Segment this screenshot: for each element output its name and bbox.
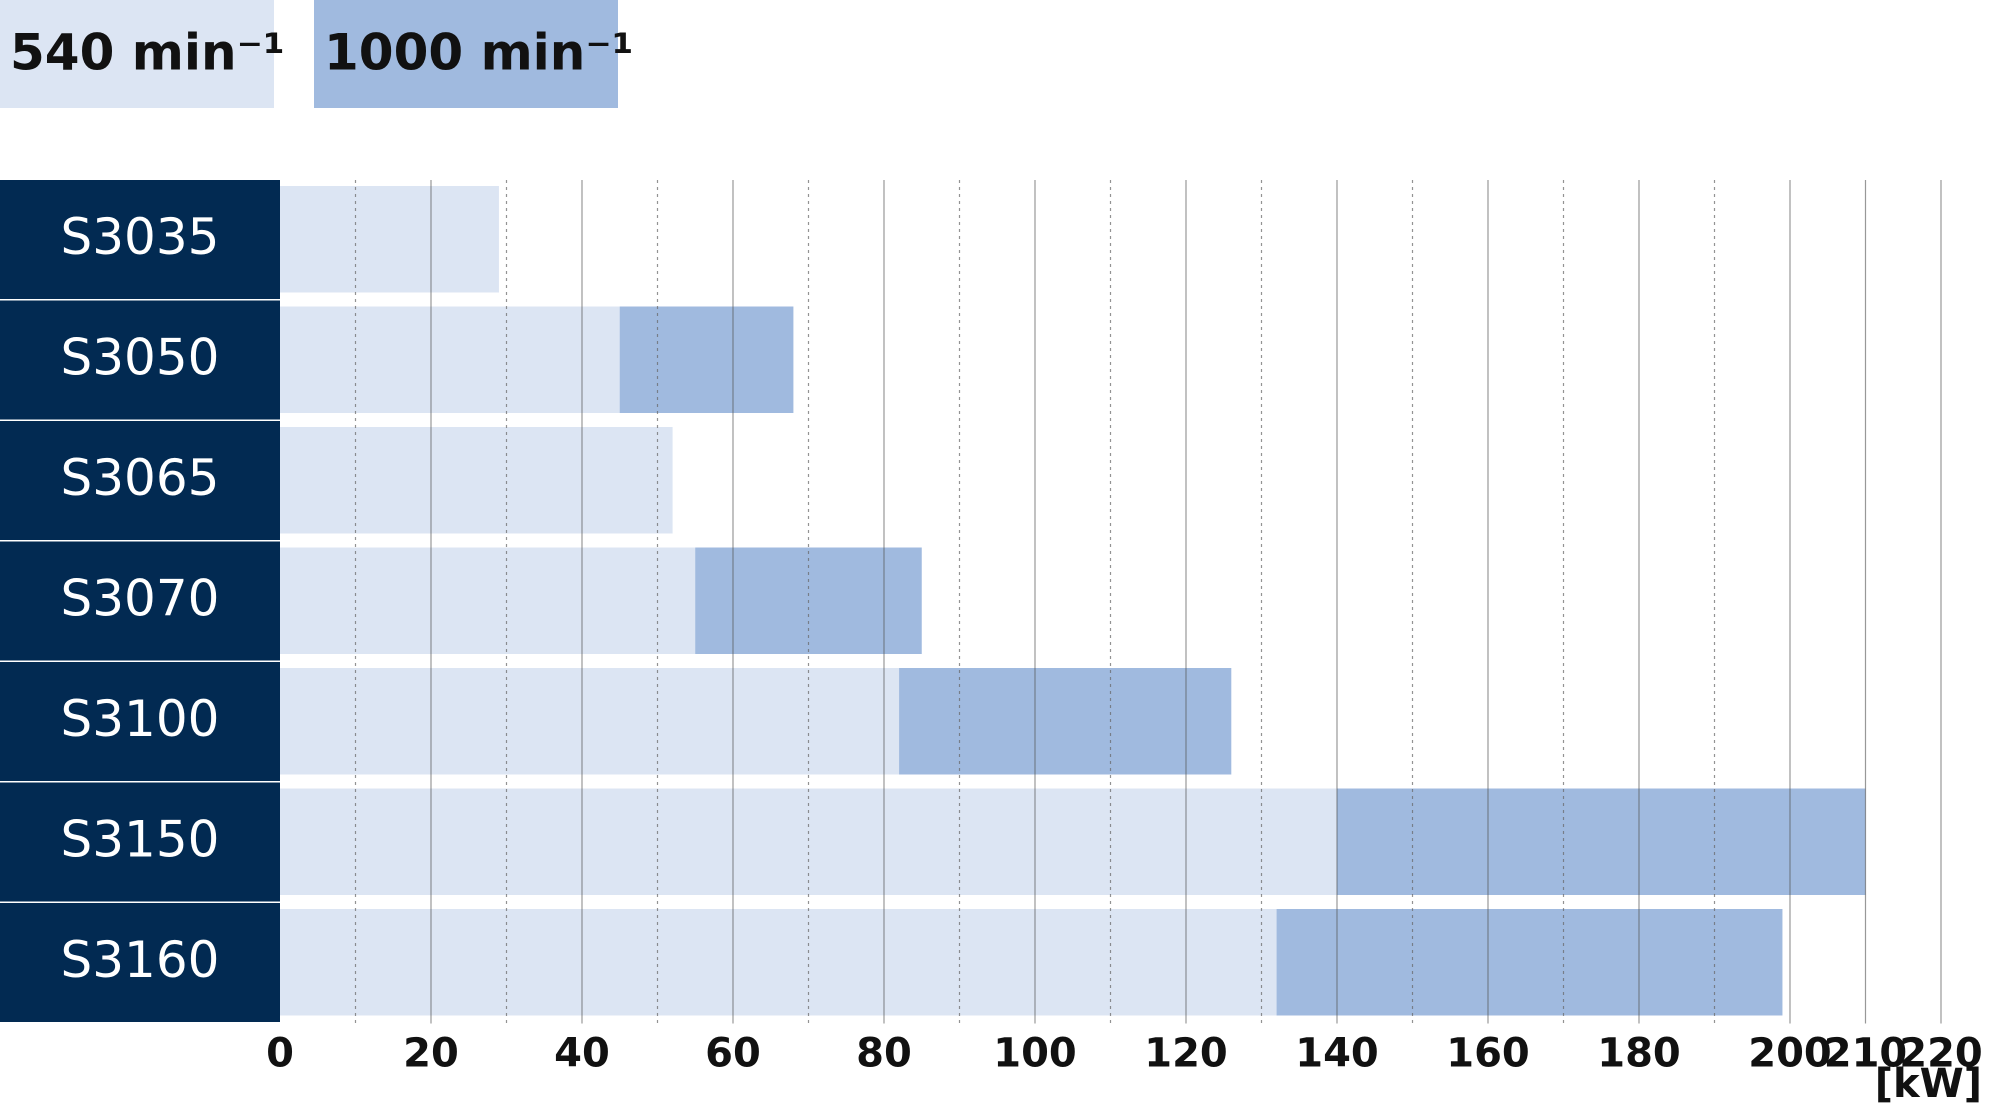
x-tick-label: 200: [1748, 1031, 1832, 1077]
bar: [280, 547, 696, 654]
bar: [280, 668, 900, 775]
x-tick-label: 40: [554, 1031, 610, 1077]
category-cell: [0, 903, 280, 1022]
x-tick-label: 20: [403, 1031, 459, 1077]
y-tick-label: S3050: [61, 328, 220, 386]
y-tick-label: S3035: [61, 208, 220, 266]
y-tick-label: S3065: [61, 449, 220, 507]
legend-label: 540 min⁻¹: [10, 24, 285, 82]
x-tick-label: 210: [1824, 1031, 1908, 1077]
x-tick-label: 220: [1899, 1031, 1983, 1077]
bar: [280, 427, 673, 534]
bar: [280, 186, 499, 293]
y-tick-label: S3070: [61, 569, 220, 627]
legend-swatch: [314, 0, 618, 108]
category-cell: [0, 421, 280, 540]
legend-label: 1000 min⁻¹: [324, 24, 634, 82]
x-tick-label: 60: [705, 1031, 761, 1077]
x-axis-label: [kW]: [1875, 1061, 1982, 1107]
x-tick-label: 180: [1597, 1031, 1681, 1077]
y-tick-label: S3150: [61, 810, 220, 868]
x-tick-label: 120: [1144, 1031, 1228, 1077]
x-tick-label: 80: [856, 1031, 912, 1077]
x-tick-label: 160: [1446, 1031, 1530, 1077]
bar: [280, 909, 1277, 1016]
y-tick-label: S3100: [61, 690, 220, 748]
category-cell: [0, 782, 280, 902]
y-tick-label: S3160: [61, 931, 220, 989]
bar: [280, 788, 1337, 895]
x-tick-label: 0: [266, 1031, 294, 1077]
legend-swatch: [0, 0, 274, 108]
category-cell: [0, 300, 280, 420]
category-cell: [0, 541, 280, 661]
x-tick-label: 100: [993, 1031, 1077, 1077]
category-cell: [0, 180, 280, 299]
x-tick-label: 140: [1295, 1031, 1379, 1077]
bar: [280, 306, 620, 413]
category-cell: [0, 662, 280, 781]
